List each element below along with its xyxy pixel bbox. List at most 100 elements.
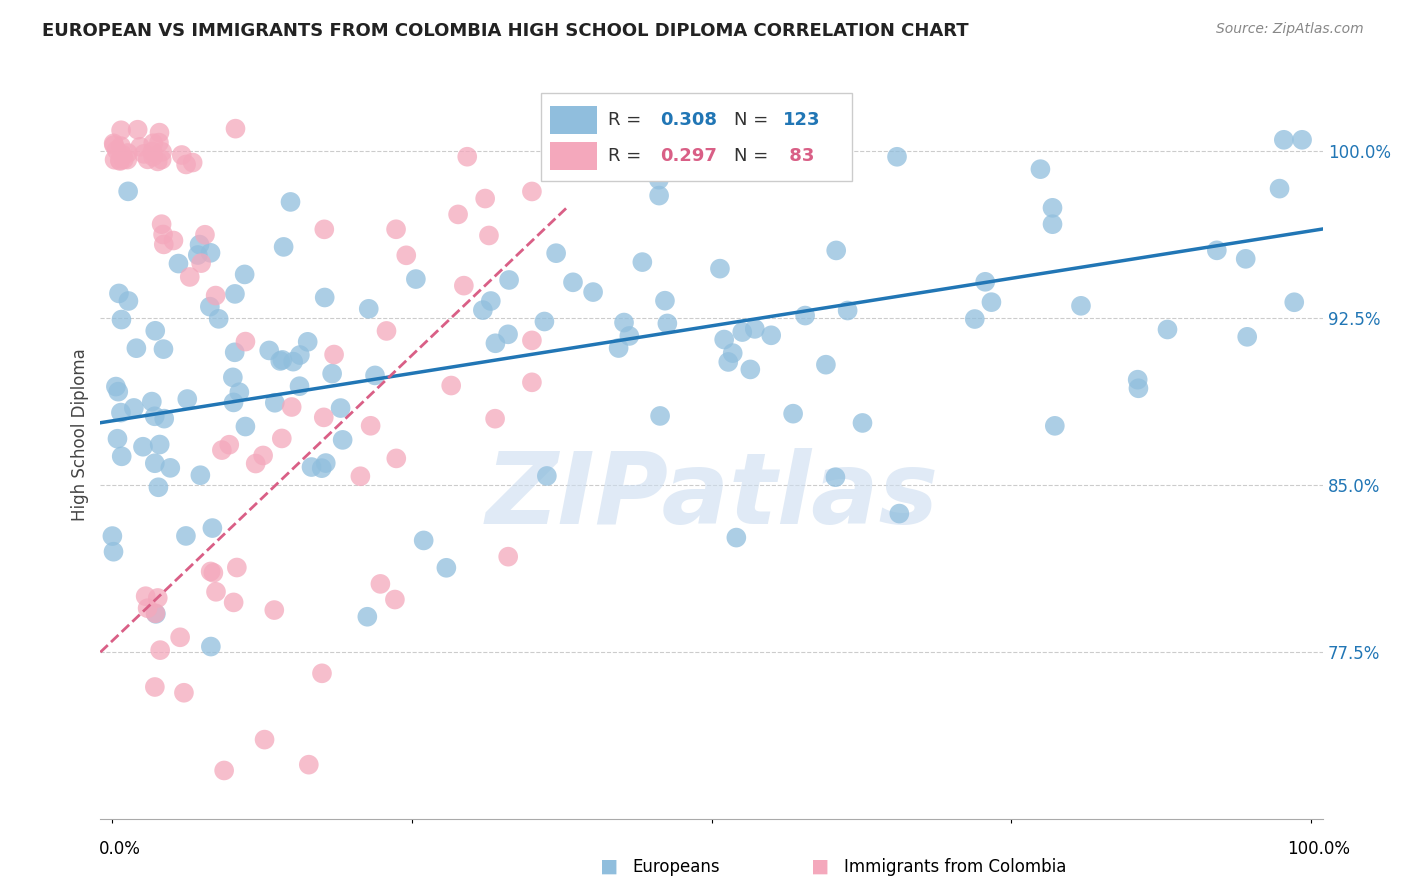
Point (1284, 295, 1306, 310)
Point (725, 531, 748, 545)
Point (1291, 133, 1313, 147)
Point (148, 136, 170, 150)
Point (224, 345, 246, 359)
Point (851, 416, 873, 430)
Point (496, 327, 519, 342)
Point (717, 355, 740, 369)
Point (288, 379, 311, 393)
Text: ◼: ◼ (811, 857, 830, 877)
Point (111, 450, 134, 464)
Point (375, 324, 398, 338)
Point (150, 217, 173, 231)
Point (1126, 373, 1149, 387)
Point (384, 592, 406, 607)
Point (125, 341, 148, 355)
Point (1234, 252, 1257, 266)
Point (1042, 217, 1064, 231)
Point (135, 589, 157, 603)
Point (447, 207, 470, 221)
Point (963, 312, 986, 326)
Point (132, 440, 155, 454)
Point (533, 314, 555, 328)
Point (150, 153, 173, 167)
Text: 0.0%: 0.0% (98, 840, 141, 858)
Point (181, 155, 204, 169)
Point (357, 301, 380, 316)
Point (731, 325, 754, 339)
Point (117, 153, 139, 167)
Point (110, 312, 132, 326)
Point (270, 432, 292, 446)
Point (301, 460, 323, 475)
Point (1268, 181, 1291, 195)
Point (298, 757, 321, 772)
Point (974, 275, 997, 289)
Point (824, 470, 846, 484)
Text: 83: 83 (783, 147, 814, 165)
Point (225, 560, 247, 574)
Point (136, 601, 159, 615)
Point (159, 461, 181, 475)
Point (1070, 299, 1092, 313)
Point (546, 246, 568, 260)
Text: ◼: ◼ (600, 857, 619, 877)
Point (349, 469, 371, 483)
Point (190, 256, 212, 270)
Point (108, 286, 131, 301)
Point (1156, 322, 1178, 336)
Text: ZIPatlas: ZIPatlas (485, 448, 938, 545)
Point (167, 256, 190, 270)
Point (405, 272, 427, 286)
Point (271, 352, 294, 367)
Point (101, 529, 124, 543)
Point (273, 240, 295, 254)
Point (713, 333, 735, 347)
Point (607, 341, 630, 355)
Text: R =: R = (607, 111, 647, 128)
Point (643, 155, 665, 169)
Point (520, 334, 543, 348)
Point (889, 507, 911, 521)
Point (385, 451, 408, 466)
Point (143, 324, 166, 338)
Point (198, 300, 221, 314)
Point (648, 172, 671, 186)
Point (104, 379, 127, 393)
FancyBboxPatch shape (550, 142, 596, 169)
Point (288, 348, 311, 362)
Point (162, 234, 184, 248)
Point (176, 392, 198, 406)
Point (440, 378, 463, 392)
Point (269, 354, 291, 368)
Point (280, 194, 302, 209)
Point (110, 123, 132, 137)
Point (648, 188, 671, 202)
Point (105, 143, 128, 157)
Point (103, 545, 125, 559)
Point (224, 121, 246, 136)
Point (110, 139, 132, 153)
Point (484, 336, 506, 351)
Point (173, 686, 195, 700)
Point (145, 607, 167, 621)
Point (1042, 201, 1064, 215)
Point (370, 577, 392, 591)
Text: 100.0%: 100.0% (1286, 840, 1350, 858)
Point (222, 595, 245, 609)
Point (233, 268, 256, 282)
Point (479, 293, 502, 308)
Text: Europeans: Europeans (633, 858, 720, 876)
Point (1043, 418, 1066, 433)
Point (744, 322, 766, 336)
Point (582, 285, 605, 299)
Point (117, 293, 139, 308)
Point (127, 122, 149, 136)
Point (478, 228, 501, 243)
Point (1272, 133, 1295, 147)
Point (228, 385, 250, 400)
Point (211, 443, 233, 458)
Point (146, 154, 169, 169)
Point (323, 347, 346, 361)
Point (149, 643, 172, 657)
Point (312, 410, 335, 425)
